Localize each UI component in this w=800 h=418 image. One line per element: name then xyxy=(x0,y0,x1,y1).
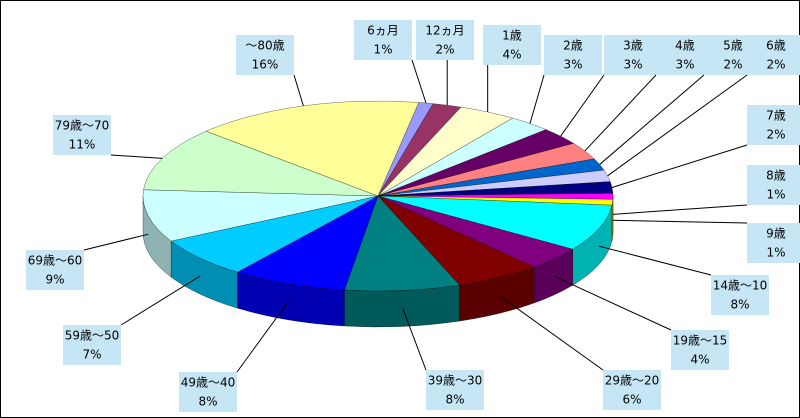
label-box xyxy=(747,105,800,145)
label-box xyxy=(416,20,474,60)
value-label: 8% xyxy=(198,395,217,409)
slice xyxy=(205,100,420,197)
slice xyxy=(142,189,379,242)
label-box xyxy=(747,165,800,205)
value-label: 2% xyxy=(435,43,454,57)
leader-line xyxy=(612,204,748,215)
category-label: 19歳～15 xyxy=(673,334,728,348)
value-label: 6% xyxy=(622,393,641,407)
value-label: 3% xyxy=(623,58,642,72)
value-label: 16% xyxy=(252,58,279,72)
value-label: 4% xyxy=(502,48,521,62)
label-box xyxy=(671,330,729,370)
label-box xyxy=(603,370,661,410)
leader-line xyxy=(236,301,289,373)
category-label: 39歳～30 xyxy=(428,374,483,388)
slice xyxy=(237,195,379,291)
value-label: 3% xyxy=(675,58,694,72)
value-label: 11% xyxy=(69,138,96,152)
label-box xyxy=(747,223,800,263)
category-label: 4歳 xyxy=(675,39,695,53)
slice xyxy=(344,195,460,292)
leader-line xyxy=(293,74,304,107)
category-label: 9歳 xyxy=(766,227,786,241)
label-box xyxy=(483,25,541,65)
leader-line xyxy=(598,245,712,276)
leader-line xyxy=(607,74,748,177)
leader-line xyxy=(83,233,149,251)
category-label: 7歳 xyxy=(766,109,786,123)
slice xyxy=(170,195,379,273)
value-label: 7% xyxy=(82,348,101,362)
label-box xyxy=(747,35,800,75)
pie-tops xyxy=(142,100,614,292)
leader-line xyxy=(554,276,672,331)
value-label: 1% xyxy=(766,246,785,260)
category-label: 49歳～40 xyxy=(181,376,236,390)
value-label: 9% xyxy=(45,273,64,287)
label-box xyxy=(26,250,84,290)
label-box xyxy=(354,20,412,60)
category-label: 14歳～10 xyxy=(713,279,768,293)
label-box xyxy=(711,275,769,315)
pie-sides xyxy=(142,195,614,328)
category-label: 6ヵ月 xyxy=(367,24,399,38)
category-label: ～80歳 xyxy=(245,39,284,53)
category-label: 5歳 xyxy=(723,39,743,53)
value-label: 8% xyxy=(445,393,464,407)
slice-side xyxy=(344,284,460,328)
value-label: 2% xyxy=(766,58,785,72)
leader-line xyxy=(560,74,605,137)
label-box xyxy=(53,115,111,155)
value-label: 4% xyxy=(690,353,709,367)
category-label: 59歳～50 xyxy=(65,329,120,343)
category-label: 8歳 xyxy=(766,169,786,183)
leader-line xyxy=(402,308,427,371)
category-label: 79歳～70 xyxy=(55,119,110,133)
leader-line xyxy=(110,154,163,159)
value-label: 2% xyxy=(766,128,785,142)
value-label: 3% xyxy=(563,58,582,72)
value-label: 2% xyxy=(723,58,742,72)
leader-line xyxy=(584,74,657,152)
category-label: 6歳 xyxy=(766,39,786,53)
category-label: 69歳～60 xyxy=(28,254,83,268)
category-label: 3歳 xyxy=(623,39,643,53)
category-label: 29歳～20 xyxy=(605,374,660,388)
category-label: 2歳 xyxy=(563,39,583,53)
label-box xyxy=(236,35,294,75)
leader-line xyxy=(529,74,545,124)
data-labels: 6ヵ月 1% 12ヵ月 2% 1歳 4% 2歳 3% 3歳 3% 4歳 3% 5歳 2% 6歳 2% 7歳 2% 8… xyxy=(26,20,800,412)
label-box xyxy=(426,370,484,410)
slice xyxy=(377,195,613,250)
leader-line xyxy=(498,295,604,371)
label-box xyxy=(63,325,121,365)
leader-line xyxy=(120,275,201,326)
category-label: 12ヵ月 xyxy=(425,24,464,38)
leader-line xyxy=(611,144,748,188)
label-box xyxy=(604,35,662,75)
label-box xyxy=(544,35,602,75)
value-label: 8% xyxy=(730,298,749,312)
value-label: 1% xyxy=(373,43,392,57)
category-label: 1歳 xyxy=(502,29,522,43)
leader-line xyxy=(612,219,748,224)
leader-line xyxy=(411,59,427,104)
label-box xyxy=(179,372,237,412)
slice xyxy=(143,131,379,197)
value-label: 1% xyxy=(766,188,785,202)
leader-line xyxy=(599,74,705,165)
